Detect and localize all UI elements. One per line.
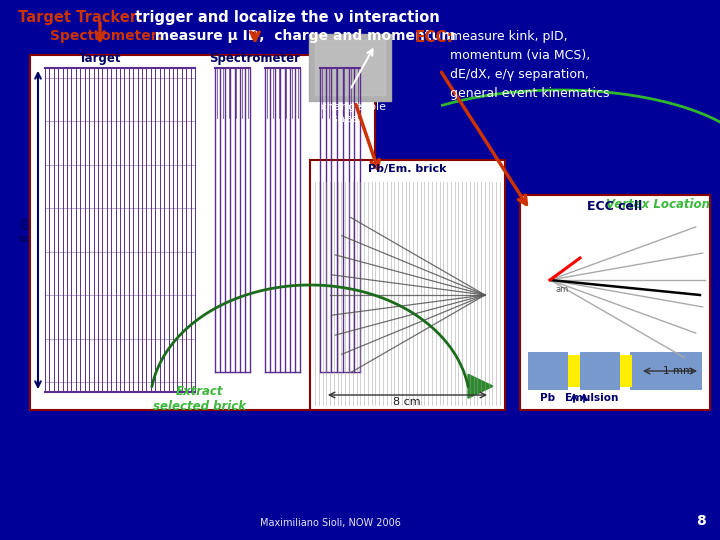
FancyBboxPatch shape	[309, 34, 391, 101]
FancyBboxPatch shape	[30, 55, 375, 410]
Text: measure kink, pID,
momentum (via MCS),
dE/dX, e/γ separation,
general event kine: measure kink, pID, momentum (via MCS), d…	[450, 30, 610, 100]
FancyBboxPatch shape	[520, 195, 710, 410]
Text: ECC:: ECC:	[415, 30, 454, 45]
Text: Emulsion: Emulsion	[565, 393, 618, 403]
Text: Target: Target	[78, 52, 121, 65]
Text: Extract
selected brick: Extract selected brick	[153, 385, 246, 413]
Text: trigger and localize the ν interaction: trigger and localize the ν interaction	[130, 10, 440, 25]
FancyBboxPatch shape	[630, 352, 702, 390]
Text: Spectrometer: Spectrometer	[210, 52, 300, 65]
FancyBboxPatch shape	[528, 352, 568, 390]
FancyBboxPatch shape	[310, 160, 505, 410]
Text: Pb/Em. brick: Pb/Em. brick	[368, 164, 446, 174]
Text: “changeable
  sheets”: “changeable sheets”	[315, 102, 385, 124]
Text: am: am	[555, 285, 568, 294]
Text: Pb: Pb	[541, 393, 556, 403]
Text: ECC cell: ECC cell	[588, 200, 643, 213]
Text: 8 m: 8 m	[19, 218, 32, 242]
Polygon shape	[468, 374, 493, 398]
Text: Target Tracker:: Target Tracker:	[18, 10, 143, 25]
Text: measure μ ID,  charge and momentum: measure μ ID, charge and momentum	[150, 29, 456, 43]
Text: Maximiliano Sioli, NOW 2006: Maximiliano Sioli, NOW 2006	[260, 518, 400, 528]
FancyBboxPatch shape	[568, 355, 580, 387]
FancyBboxPatch shape	[580, 352, 620, 390]
Text: Spectrometer:: Spectrometer:	[50, 29, 163, 43]
Text: 8: 8	[696, 514, 706, 528]
Text: Vertex Location: Vertex Location	[606, 199, 710, 212]
FancyBboxPatch shape	[620, 355, 632, 387]
Text: 1 mm: 1 mm	[663, 366, 693, 376]
Text: 8 cm: 8 cm	[393, 397, 420, 407]
